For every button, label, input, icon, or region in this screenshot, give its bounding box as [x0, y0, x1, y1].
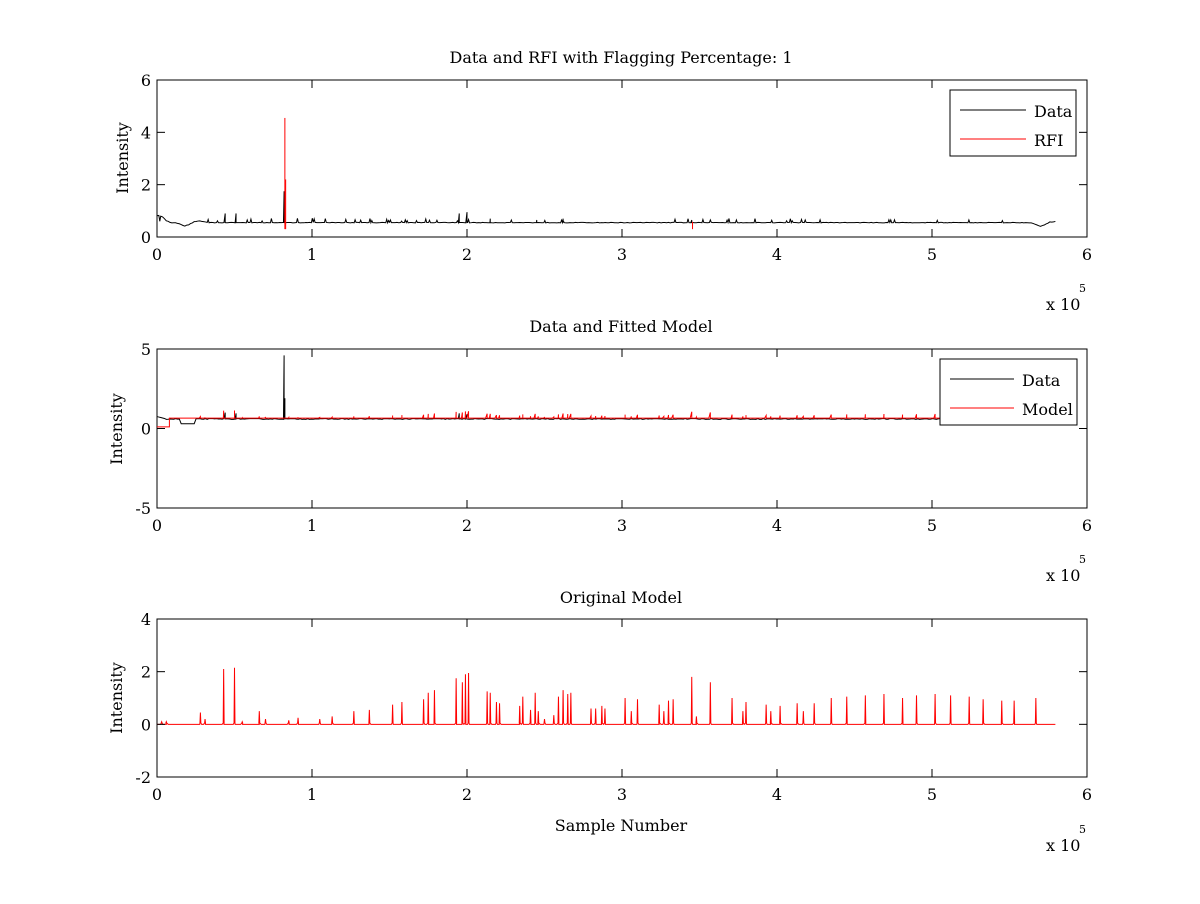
subplot-2-x-exponent: x 10	[1046, 566, 1080, 585]
x-tick-label: 6	[1082, 245, 1092, 264]
x-tick-label: 3	[617, 245, 627, 264]
y-tick-label: 0	[141, 715, 151, 734]
x-tick-label: 0	[152, 785, 162, 804]
subplot-3-xlabel: Sample Number	[555, 816, 688, 835]
subplot-1-x-ticks: 0 1 2 3 4 5 6	[152, 80, 1092, 264]
subplot-3-plot-area	[156, 618, 1088, 778]
y-tick-label: 2	[141, 176, 151, 195]
legend-model-label: Model	[1022, 400, 1073, 419]
subplot-2-legend: Data Model	[939, 358, 1078, 426]
y-tick-label: 0	[141, 420, 151, 439]
subplot-1-y-ticks: 0 2 4 6	[141, 71, 1087, 247]
y-tick-label: -5	[135, 499, 151, 518]
y-tick-label: 6	[141, 71, 151, 90]
subplot-1-ylabel: Intensity	[113, 122, 132, 194]
subplot-1-x-exponent-power: 5	[1079, 282, 1086, 295]
y-tick-label: 2	[141, 663, 151, 682]
subplot-3-y-ticks: -2 0 2 4	[135, 610, 1087, 787]
x-tick-label: 0	[152, 516, 162, 535]
subplot-3-x-exponent: x 10	[1046, 836, 1080, 855]
subplot-1-plot-area	[156, 79, 1088, 238]
legend-rfi-label: RFI	[1034, 131, 1063, 150]
x-tick-label: 5	[927, 516, 937, 535]
subplot-2-x-ticks: 0 1 2 3 4 5 6	[152, 349, 1092, 535]
x-tick-label: 2	[462, 785, 472, 804]
subplot-2-series	[156, 355, 1056, 428]
subplot-1-series	[156, 117, 1056, 230]
x-tick-label: 5	[927, 245, 937, 264]
subplot-1-x-exponent: x 10	[1046, 295, 1080, 314]
subplot-2-legend-box	[939, 358, 1078, 426]
subplot-2-x-exponent-power: 5	[1079, 553, 1086, 566]
series-line-data	[156, 191, 1056, 227]
subplot-2-y-ticks: -5 0 5	[135, 340, 1087, 518]
x-tick-label: 5	[927, 785, 937, 804]
subplot-3-title: Original Model	[560, 588, 682, 607]
subplot-2-ylabel: Intensity	[107, 393, 126, 465]
x-tick-label: 4	[772, 785, 782, 804]
subplot-3-x-ticks: 0 1 2 3 4 5 6	[152, 619, 1092, 804]
y-tick-label: -2	[135, 768, 151, 787]
subplot-1-legend: Data RFI	[949, 89, 1077, 157]
x-tick-label: 6	[1082, 785, 1092, 804]
legend-data-label: Data	[1034, 102, 1073, 121]
subplot-3-series	[157, 667, 1056, 726]
x-tick-label: 4	[772, 245, 782, 264]
x-tick-label: 6	[1082, 516, 1092, 535]
subplot-1-legend-box	[949, 89, 1077, 157]
y-tick-label: 0	[141, 228, 151, 247]
x-tick-label: 2	[462, 516, 472, 535]
x-tick-label: 1	[307, 245, 317, 264]
x-tick-label: 2	[462, 245, 472, 264]
x-tick-label: 1	[307, 785, 317, 804]
y-tick-label: 5	[141, 340, 151, 359]
x-tick-label: 3	[617, 785, 627, 804]
series-line-data	[156, 355, 1056, 425]
x-tick-label: 3	[617, 516, 627, 535]
subplot-1-title: Data and RFI with Flagging Percentage: 1	[449, 48, 792, 67]
subplot-rfi-flagging: Data and RFI with Flagging Percentage: 1…	[113, 48, 1092, 314]
subplot-2-title: Data and Fitted Model	[529, 317, 712, 336]
subplot-2-plot-area	[156, 348, 1088, 509]
x-tick-label: 0	[152, 245, 162, 264]
series-line-model	[157, 410, 1055, 428]
subplot-3-ylabel: Intensity	[107, 662, 126, 734]
y-tick-label: 4	[141, 610, 151, 629]
x-tick-label: 4	[772, 516, 782, 535]
series-line-model	[157, 667, 1056, 726]
x-tick-label: 1	[307, 516, 317, 535]
legend-data-label: Data	[1022, 371, 1061, 390]
subplot-3-x-exponent-power: 5	[1079, 823, 1086, 836]
y-tick-label: 4	[141, 123, 151, 142]
